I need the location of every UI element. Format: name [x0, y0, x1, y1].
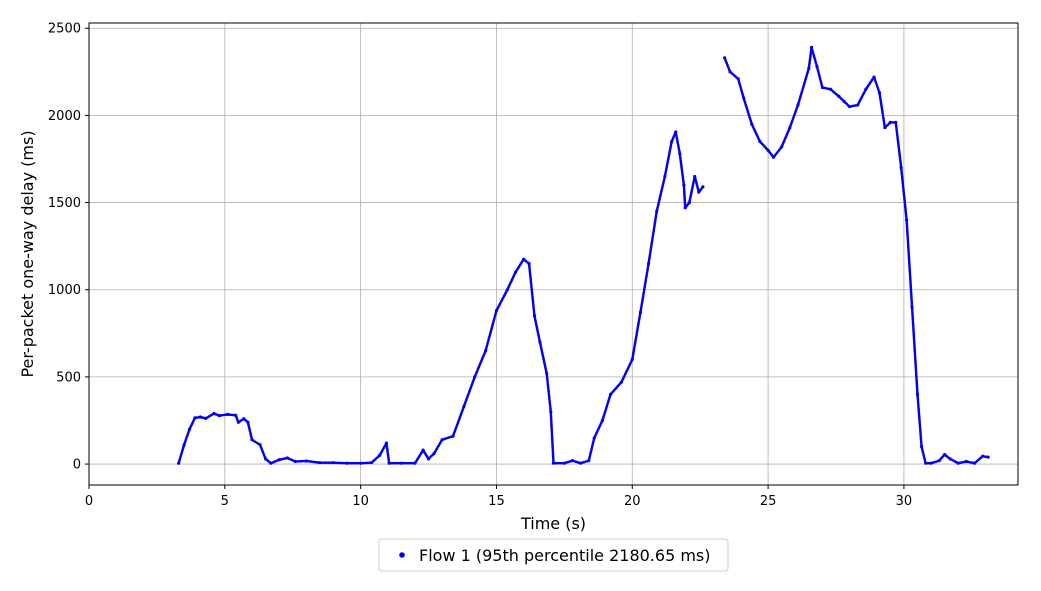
- x-axis-title: Time (s): [520, 514, 586, 533]
- legend: Flow 1 (95th percentile 2180.65 ms): [378, 538, 729, 572]
- data-point: [555, 461, 559, 465]
- y-axis-ticks: 0 500 1000 1500 2000 2500: [48, 22, 89, 473]
- y-tick-label: 1000: [48, 283, 81, 298]
- plot-area-frame: [88, 22, 1019, 486]
- data-point: [986, 455, 990, 459]
- data-point: [890, 121, 894, 124]
- y-tick-label: 2500: [48, 22, 81, 37]
- legend-label: Flow 1 (95th percentile 2180.65 ms): [419, 546, 711, 565]
- x-tick-label: 10: [352, 494, 369, 509]
- series-layer: [177, 45, 990, 465]
- y-tick-label: 1500: [48, 196, 81, 211]
- y-tick-label: 500: [56, 370, 81, 385]
- x-tick-label: 5: [221, 494, 229, 509]
- x-tick-label: 20: [624, 494, 641, 509]
- x-axis-ticks: 0 5 10 15 20 25 30: [85, 485, 912, 509]
- data-point: [926, 461, 929, 465]
- y-tick-label: 2000: [48, 109, 81, 124]
- grid-lines: [88, 23, 1018, 485]
- data-point: [701, 185, 705, 189]
- y-tick-label: 0: [73, 458, 81, 473]
- x-tick-label: 25: [760, 494, 777, 509]
- x-tick-label: 15: [488, 494, 505, 509]
- data-point: [559, 461, 563, 465]
- data-point: [557, 461, 561, 465]
- x-tick-label: 0: [85, 494, 93, 509]
- data-point: [554, 461, 557, 465]
- legend-frame: [378, 538, 729, 572]
- legend-marker: [399, 552, 405, 558]
- x-tick-label: 30: [896, 494, 913, 509]
- y-axis-title: Per-packet one-way delay (ms): [18, 130, 37, 377]
